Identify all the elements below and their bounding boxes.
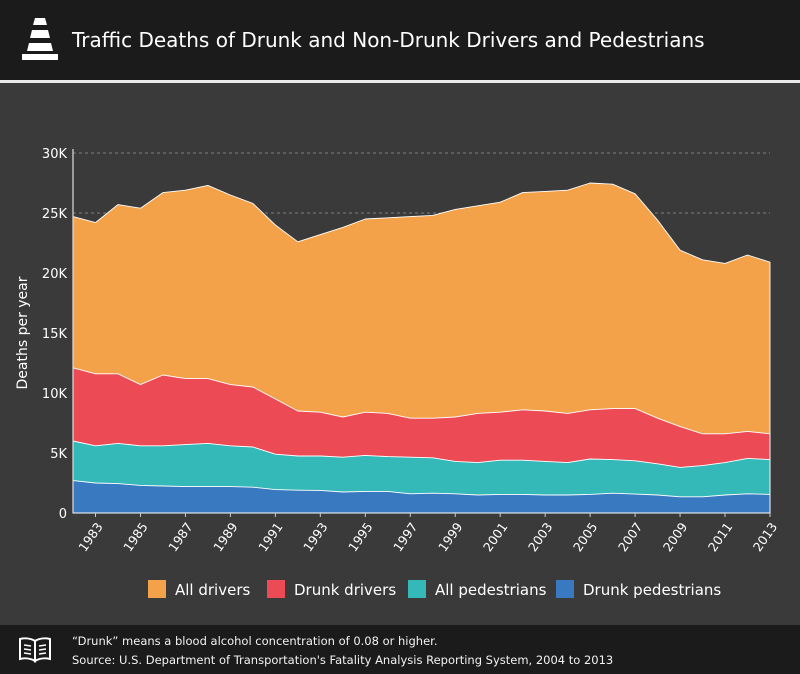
x-tick-label: 2009: [660, 520, 691, 555]
x-tick-label: 2007: [615, 520, 646, 555]
header-bar: Traffic Deaths of Drunk and Non-Drunk Dr…: [0, 0, 800, 80]
y-tick-label: 30K: [42, 147, 68, 162]
x-tick-label: 2001: [480, 520, 511, 555]
legend-swatch-all-pedestrians: [408, 580, 426, 598]
y-tick-label: 0: [59, 507, 67, 522]
y-axis-label: Deaths per year: [15, 276, 31, 389]
x-tick-label: 1999: [435, 520, 466, 555]
x-tick-label: 1995: [345, 520, 376, 555]
x-tick-label: 1993: [300, 520, 331, 555]
page-title: Traffic Deaths of Drunk and Non-Drunk Dr…: [72, 28, 705, 52]
open-book-icon: [19, 637, 51, 663]
footer-bar: “Drunk” means a blood alcohol concentrat…: [0, 625, 800, 674]
x-tick-label: 1991: [255, 520, 286, 555]
x-tick-label: 2005: [570, 520, 601, 555]
x-tick-label: 2011: [705, 520, 736, 555]
legend-swatch-drunk-pedestrians: [556, 580, 574, 598]
y-tick-label: 10K: [42, 387, 68, 402]
stacked-area-chart: 0 5K 10K 15K 20K 25K 30K Deaths per year 1983 198…: [15, 147, 781, 599]
x-tick-label: 1985: [120, 520, 151, 555]
legend-label-drunk-drivers: Drunk drivers: [294, 581, 396, 599]
legend-swatch-all-drivers: [148, 580, 166, 598]
footnote-definition: “Drunk” means a blood alcohol concentrat…: [72, 634, 438, 648]
header-divider: [0, 80, 800, 83]
area-drunk-pedestrians: [72, 480, 771, 514]
chart-board: 0 5K 10K 15K 20K 25K 30K Deaths per year 1983 198…: [0, 83, 800, 625]
x-tick-label: 2013: [750, 520, 781, 555]
y-tick-label: 20K: [42, 267, 68, 282]
x-tick-label: 1989: [210, 520, 241, 555]
x-tick-label: 1987: [165, 520, 196, 555]
y-tick-label: 15K: [42, 327, 68, 342]
y-tick-label: 5K: [50, 447, 67, 462]
legend-swatch-drunk-drivers: [267, 580, 285, 598]
x-tick-label: 1997: [390, 520, 421, 555]
x-tick-label: 1983: [75, 520, 106, 555]
legend-label-all-drivers: All drivers: [175, 581, 250, 599]
traffic-cone-icon: [22, 18, 58, 60]
footnote-source: Source: U.S. Department of Transportatio…: [72, 653, 614, 667]
x-tick-label: 2003: [525, 520, 556, 555]
y-tick-label: 25K: [42, 207, 68, 222]
legend-label-drunk-pedestrians: Drunk pedestrians: [583, 581, 721, 599]
legend-label-all-pedestrians: All pedestrians: [435, 581, 547, 599]
